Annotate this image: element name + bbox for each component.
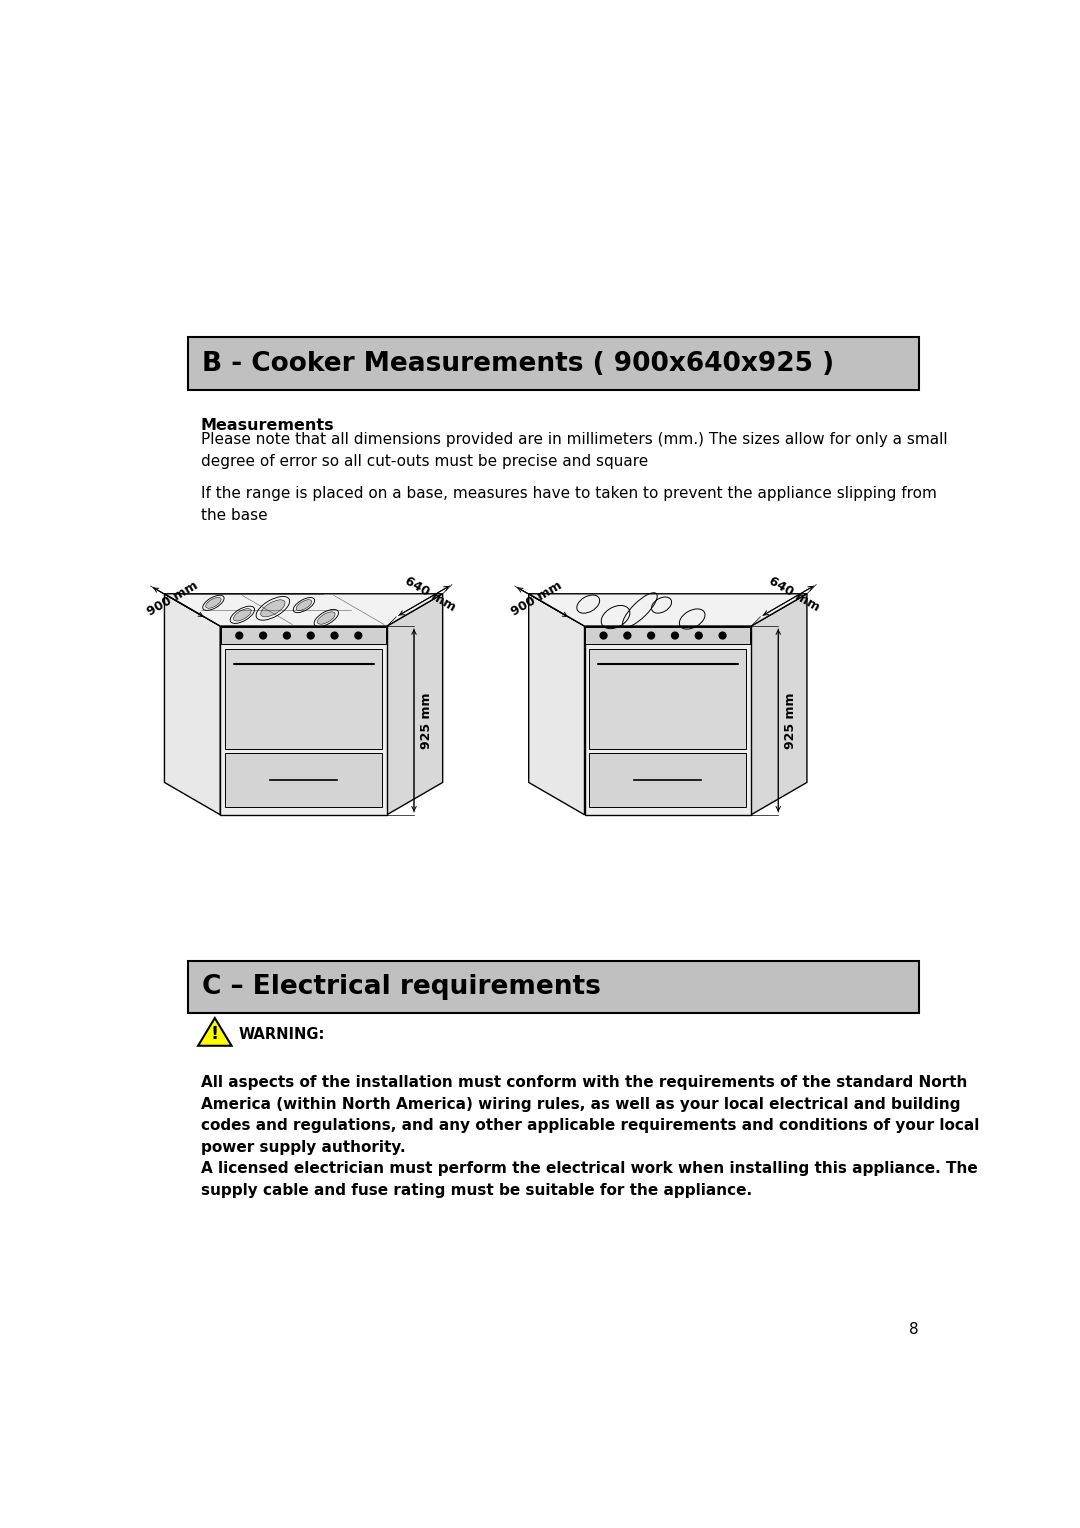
Bar <box>188 338 919 390</box>
Ellipse shape <box>318 611 335 625</box>
Circle shape <box>259 633 267 639</box>
Circle shape <box>283 633 291 639</box>
Ellipse shape <box>296 599 312 611</box>
Text: WARNING:: WARNING: <box>238 1027 324 1042</box>
Circle shape <box>648 633 654 639</box>
Text: 900 mm: 900 mm <box>145 579 200 619</box>
Polygon shape <box>584 626 751 814</box>
Polygon shape <box>529 594 807 626</box>
Text: !: ! <box>211 1025 219 1042</box>
Ellipse shape <box>233 608 252 620</box>
Polygon shape <box>220 626 387 814</box>
Text: 8: 8 <box>909 1322 919 1337</box>
Text: 900 mm: 900 mm <box>509 579 564 619</box>
Polygon shape <box>164 594 443 626</box>
Circle shape <box>719 633 726 639</box>
Polygon shape <box>164 594 220 814</box>
Polygon shape <box>198 1018 231 1045</box>
Bar <box>590 752 746 807</box>
Text: Measurements: Measurements <box>201 419 335 434</box>
Circle shape <box>600 633 607 639</box>
Text: If the range is placed on a base, measures have to taken to prevent the applianc: If the range is placed on a base, measur… <box>201 486 936 523</box>
Bar <box>585 626 751 645</box>
Circle shape <box>355 633 362 639</box>
Circle shape <box>235 633 243 639</box>
Circle shape <box>696 633 702 639</box>
Circle shape <box>624 633 631 639</box>
Circle shape <box>672 633 678 639</box>
Text: C – Electrical requirements: C – Electrical requirements <box>202 975 600 1001</box>
Bar <box>226 649 382 749</box>
Bar <box>188 961 919 1013</box>
Polygon shape <box>529 594 584 814</box>
Ellipse shape <box>260 601 285 617</box>
Circle shape <box>308 633 314 639</box>
Text: All aspects of the installation must conform with the requirements of the standa: All aspects of the installation must con… <box>201 1076 980 1198</box>
Text: B - Cooker Measurements ( 900x640x925 ): B - Cooker Measurements ( 900x640x925 ) <box>202 350 834 376</box>
Text: 925 mm: 925 mm <box>784 692 797 749</box>
Ellipse shape <box>205 597 221 608</box>
Polygon shape <box>387 594 443 814</box>
Circle shape <box>332 633 338 639</box>
Text: 925 mm: 925 mm <box>420 692 433 749</box>
Text: Please note that all dimensions provided are in millimeters (mm.) The sizes allo: Please note that all dimensions provided… <box>201 432 947 469</box>
Bar <box>590 649 746 749</box>
Text: 640 mm: 640 mm <box>403 575 458 614</box>
Bar <box>226 752 382 807</box>
Text: 640 mm: 640 mm <box>767 575 822 614</box>
Polygon shape <box>751 594 807 814</box>
Bar <box>221 626 387 645</box>
